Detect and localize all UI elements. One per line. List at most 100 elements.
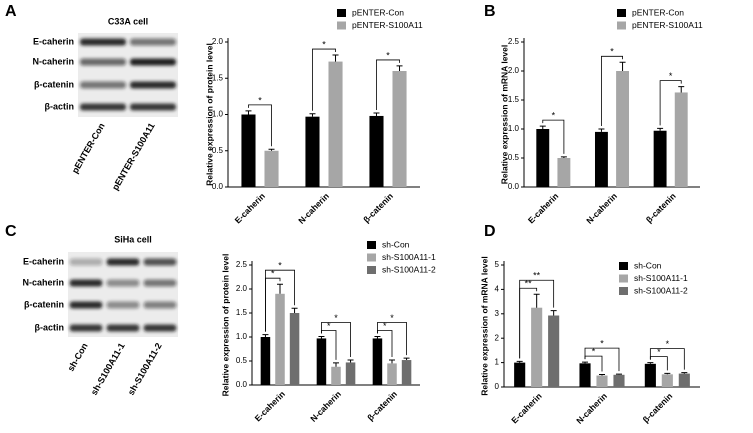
x-tick-label: E-caherin bbox=[233, 191, 267, 225]
bar bbox=[260, 337, 271, 385]
panel-label: D bbox=[484, 223, 496, 240]
y-tick-label: 2.0 bbox=[236, 284, 248, 293]
error-bar bbox=[396, 65, 403, 71]
significance-bracket bbox=[312, 48, 336, 111]
legend-swatch bbox=[619, 262, 628, 270]
bar bbox=[596, 375, 608, 387]
significance-label: * bbox=[552, 110, 556, 120]
significance-label: * bbox=[386, 50, 390, 60]
error-bar bbox=[664, 372, 671, 375]
significance-bracket bbox=[321, 322, 351, 358]
blot-lane-label: sh-Con bbox=[66, 341, 90, 373]
significance-label: * bbox=[610, 47, 614, 57]
significance-bracket bbox=[377, 322, 407, 356]
significance-bracket bbox=[542, 119, 565, 154]
y-tick-label: 2.0 bbox=[508, 66, 520, 75]
blot-band bbox=[69, 301, 103, 309]
blot-band bbox=[130, 103, 176, 111]
error-bar bbox=[347, 359, 354, 363]
y-tick-label: 1.5 bbox=[508, 95, 520, 104]
x-tick-label: E-caherin bbox=[509, 391, 543, 425]
y-axis-label: Relative expression of mRNA level bbox=[479, 256, 489, 396]
y-axis-label: Relative expression of mRNA level bbox=[499, 45, 509, 185]
blot-band bbox=[80, 58, 126, 66]
significance-bracket bbox=[376, 59, 400, 111]
error-bar bbox=[262, 334, 269, 337]
blot-row-label: β-actin bbox=[35, 322, 65, 332]
legend-label: pENTER-Con bbox=[352, 7, 404, 17]
significance-bracket bbox=[519, 279, 555, 359]
y-tick-label: 1.0 bbox=[236, 332, 248, 341]
legend-swatch bbox=[619, 287, 628, 295]
significance-bracket bbox=[584, 347, 620, 372]
significance-label: * bbox=[383, 321, 387, 331]
bar bbox=[241, 114, 256, 187]
bar bbox=[548, 315, 560, 387]
legend-swatch bbox=[367, 266, 376, 274]
blot-row-label: N-caherin bbox=[32, 56, 74, 66]
error-bar bbox=[599, 374, 605, 376]
bar bbox=[305, 116, 320, 187]
bar bbox=[594, 131, 608, 187]
error-bar bbox=[598, 128, 605, 132]
error-bar bbox=[619, 61, 626, 71]
significance-label: * bbox=[666, 339, 670, 349]
bar bbox=[264, 150, 279, 187]
significance-label: * bbox=[271, 269, 275, 279]
blot-band bbox=[106, 258, 140, 266]
blot-band bbox=[130, 81, 176, 89]
legend-swatch bbox=[367, 253, 376, 262]
bar bbox=[316, 338, 327, 385]
blot-band bbox=[80, 38, 126, 46]
legend-label: sh-S100A11-2 bbox=[634, 285, 688, 295]
error-bar bbox=[277, 283, 283, 294]
legend-label: sh-S100A11-1 bbox=[382, 252, 436, 262]
error-bar bbox=[318, 336, 325, 339]
error-bar bbox=[516, 360, 523, 363]
blot-band bbox=[106, 324, 140, 332]
bar bbox=[653, 130, 667, 187]
legend-label: pENTER-S100A11 bbox=[352, 20, 423, 30]
error-bar bbox=[309, 113, 316, 117]
bar bbox=[387, 363, 397, 385]
significance-label: * bbox=[592, 346, 596, 356]
bar bbox=[613, 374, 625, 387]
x-tick-label: E-caherin bbox=[253, 389, 287, 423]
blot-band bbox=[143, 279, 177, 287]
blot-band bbox=[106, 279, 140, 287]
y-tick-label: 3 bbox=[495, 309, 500, 318]
bar bbox=[536, 129, 550, 187]
legend-swatch bbox=[617, 9, 626, 17]
blot-band bbox=[143, 301, 177, 309]
error-bar bbox=[539, 125, 546, 129]
blot-band bbox=[143, 324, 177, 332]
error-bar bbox=[550, 310, 557, 316]
significance-label: ** bbox=[533, 271, 541, 281]
error-bar bbox=[678, 86, 685, 93]
bar bbox=[678, 373, 690, 387]
x-tick-label: N-caherin bbox=[584, 191, 619, 226]
bar bbox=[345, 362, 356, 385]
bar bbox=[661, 374, 673, 387]
panel-label: A bbox=[5, 3, 17, 20]
blot-band bbox=[130, 58, 176, 66]
x-tick-label: β-catenin bbox=[361, 191, 395, 225]
significance-bracket bbox=[265, 269, 295, 332]
y-tick-label: 4 bbox=[495, 285, 500, 294]
error-bar bbox=[389, 359, 395, 364]
error-bar bbox=[291, 307, 298, 313]
bar bbox=[531, 307, 543, 387]
x-tick-label: N-caherin bbox=[296, 191, 331, 226]
y-tick-label: 2.5 bbox=[508, 37, 520, 46]
y-tick-label: 1.5 bbox=[212, 73, 224, 82]
bar bbox=[289, 313, 300, 385]
error-bar bbox=[582, 361, 589, 364]
error-bar bbox=[615, 373, 622, 375]
blot-band bbox=[69, 324, 103, 332]
blot-band bbox=[80, 103, 126, 111]
y-tick-label: 2.0 bbox=[212, 37, 224, 46]
bar bbox=[328, 61, 343, 188]
bar bbox=[674, 92, 688, 187]
error-bar bbox=[533, 293, 540, 308]
blot-band bbox=[106, 301, 140, 309]
